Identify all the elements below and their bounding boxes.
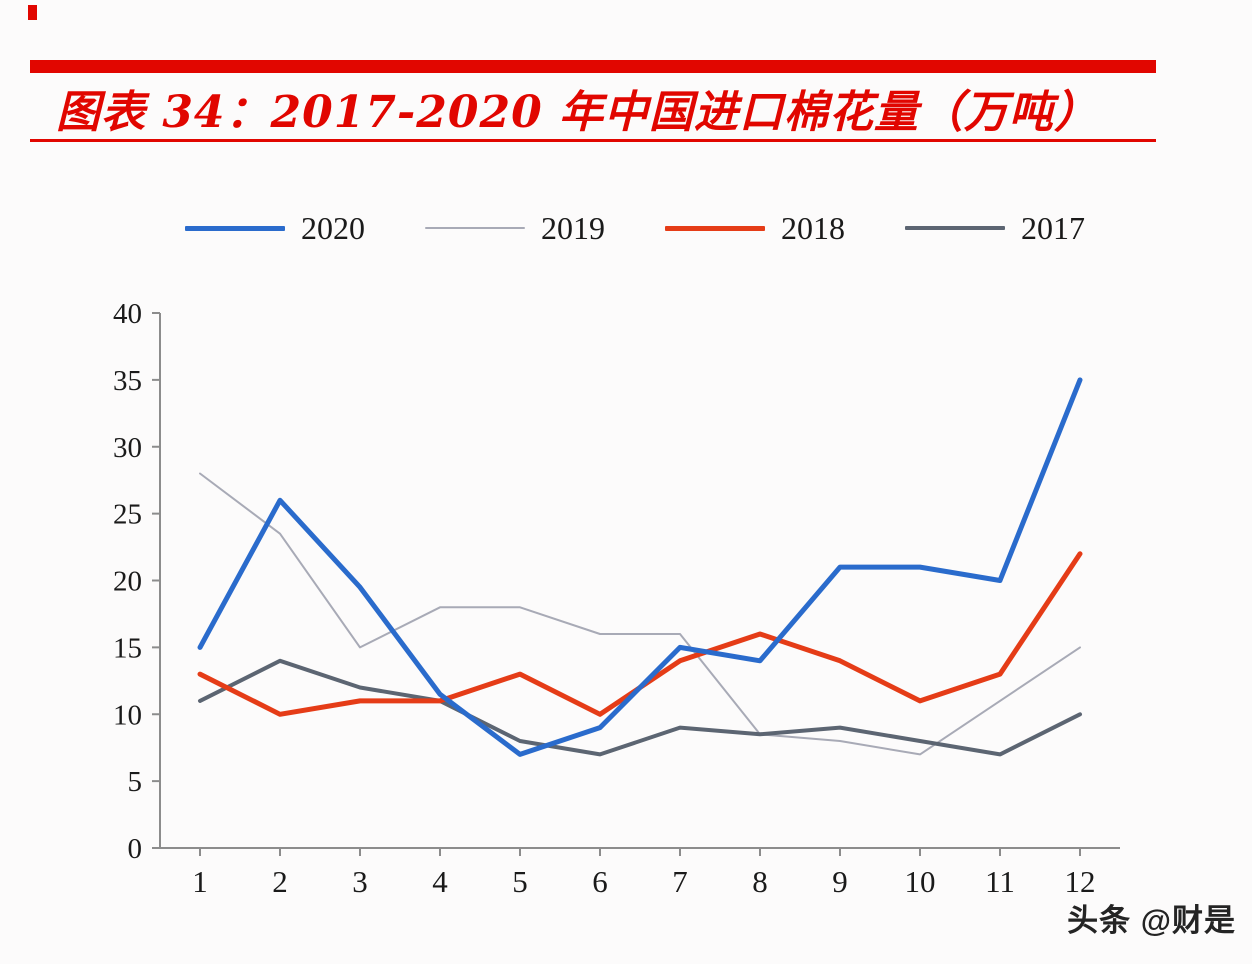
- legend-label-2018: 2018: [781, 209, 845, 246]
- y-tick-label: 5: [128, 766, 143, 798]
- x-tick-label: 7: [672, 864, 688, 899]
- x-tick-label: 3: [352, 864, 368, 899]
- x-tick-label: 1: [192, 864, 208, 899]
- title-top-rule: [30, 60, 1156, 73]
- x-tick-label: 6: [592, 864, 608, 899]
- x-tick-label: 9: [832, 864, 848, 899]
- page-corner-mark: [28, 5, 37, 20]
- legend-swatch-2018: [665, 225, 765, 231]
- chart-title: 图表 34：2017-2020 年中国进口棉花量（万吨）: [56, 87, 1100, 138]
- legend-swatch-2017: [905, 226, 1005, 230]
- legend-item-2017: 2017: [905, 210, 1085, 247]
- series-line-2020: [197, 377, 1083, 757]
- x-tick-label: 11: [985, 864, 1015, 899]
- x-tick-label: 2: [272, 864, 288, 899]
- x-tick-label: 8: [752, 864, 768, 899]
- chart-legend: 2020 2019 2018 2017: [185, 200, 1085, 256]
- series-line-2017: [198, 658, 1082, 757]
- series-line-2019: [199, 472, 1081, 756]
- legend-item-2020: 2020: [185, 210, 365, 247]
- y-tick-label: 0: [128, 833, 143, 865]
- legend-label-2019: 2019: [541, 209, 605, 246]
- legend-label-2020: 2020: [301, 209, 365, 246]
- legend-swatch-2019: [425, 227, 525, 229]
- line-chart-area: 0 5 10 15 20 25 30 35 40 1 2 3 4 5 6 7 8 9 10 11 12: [70, 288, 1130, 933]
- legend-label-2017: 2017: [1021, 209, 1085, 246]
- y-tick-label: 30: [113, 432, 142, 464]
- x-tick-label: 4: [432, 864, 448, 899]
- x-tick-label: 12: [1065, 864, 1096, 899]
- y-tick-label: 25: [113, 499, 142, 531]
- y-tick-label: 20: [113, 566, 142, 598]
- legend-item-2019: 2019: [425, 210, 605, 247]
- x-tick-label: 5: [512, 864, 528, 899]
- y-tick-label: 40: [113, 298, 142, 330]
- legend-swatch-2020: [185, 225, 285, 231]
- title-bottom-rule: [30, 139, 1156, 142]
- watermark-text: 头条 @财是: [1067, 903, 1236, 938]
- y-tick-label: 10: [113, 699, 142, 731]
- y-tick-label: 35: [113, 365, 142, 397]
- x-tick-label: 10: [905, 864, 936, 899]
- legend-item-2018: 2018: [665, 210, 845, 247]
- y-tick-label: 15: [113, 632, 142, 664]
